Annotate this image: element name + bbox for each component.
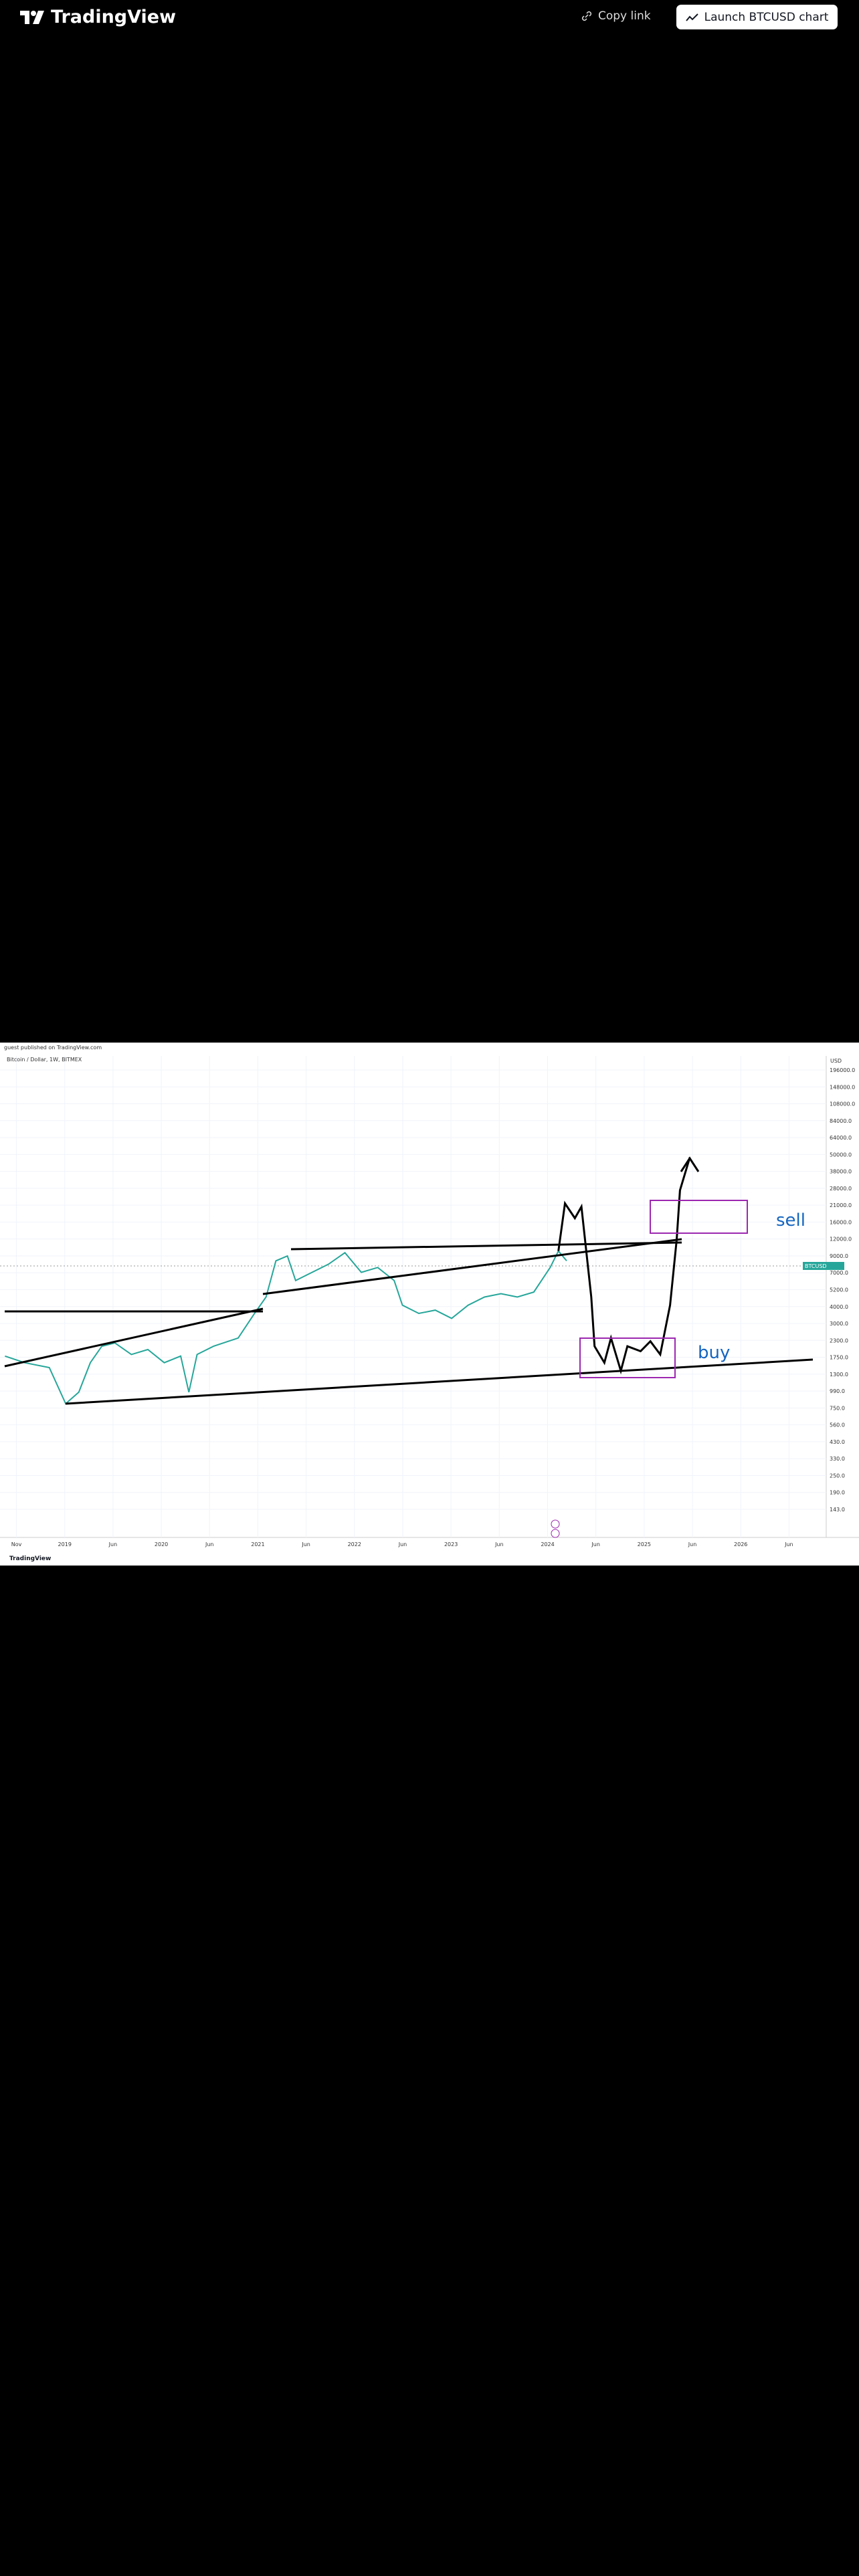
currency: USD xyxy=(830,1058,842,1064)
support-line xyxy=(65,1358,814,1405)
price-label: 990.0 xyxy=(830,1388,845,1394)
time-label: 2024 xyxy=(541,1541,554,1547)
snapshot-bg xyxy=(0,1043,859,1566)
arrow-head xyxy=(680,1156,700,1172)
time-label: Jun xyxy=(398,1541,407,1547)
logo-text: TradingView xyxy=(51,7,177,27)
header: TradingView Copy link Launch BTCUSD char… xyxy=(0,0,859,36)
price-tag-bg xyxy=(803,1262,844,1270)
buy-label: buy xyxy=(698,1343,730,1363)
price-label: 1300.0 xyxy=(830,1372,848,1378)
price-label: 1750.0 xyxy=(830,1355,848,1361)
time-label: Jun xyxy=(494,1541,504,1547)
time-label: Jun xyxy=(108,1541,118,1547)
trend-line xyxy=(4,1307,264,1368)
price-label: 430.0 xyxy=(830,1439,845,1445)
time-label: 2022 xyxy=(348,1541,361,1547)
price-label: 2300.0 xyxy=(830,1337,848,1344)
price-label: 4000.0 xyxy=(830,1304,848,1310)
logo[interactable]: TradingView xyxy=(20,7,176,27)
price-label: 196000.0 xyxy=(830,1067,855,1073)
time-label: Jun xyxy=(205,1541,214,1547)
price-label: 190.0 xyxy=(830,1490,845,1496)
price-label: 12000.0 xyxy=(830,1237,852,1243)
snapshot: Nov 2019 Jun 2020 Jun 2021 Jun 2022 Jun 2023 Jun 20… xyxy=(0,1043,859,1566)
price-label: 7000.0 xyxy=(830,1270,848,1276)
price-label: 64000.0 xyxy=(830,1135,852,1141)
price-label: 560.0 xyxy=(830,1422,845,1428)
price-label: 108000.0 xyxy=(830,1101,855,1107)
link-icon xyxy=(581,11,592,21)
price-tag: BTCUSD xyxy=(805,1263,827,1269)
trend-line xyxy=(262,1238,682,1295)
time-label: 2020 xyxy=(155,1541,168,1547)
time-label: 2021 xyxy=(251,1541,264,1547)
launch-button[interactable]: Launch BTCUSD chart xyxy=(676,5,838,29)
price-label: 5200.0 xyxy=(830,1287,848,1293)
price-label: 143.0 xyxy=(830,1507,845,1513)
time-label: Jun xyxy=(688,1541,697,1547)
price-label: 3000.0 xyxy=(830,1321,848,1327)
symbol: Bitcoin / Dollar, 1W, BITMEX xyxy=(7,1057,82,1063)
time-label: 2023 xyxy=(444,1541,458,1547)
time-label: Jun xyxy=(591,1541,600,1547)
price-label: 16000.0 xyxy=(830,1219,852,1225)
price-label: 9000.0 xyxy=(830,1253,848,1259)
drawings xyxy=(4,1156,814,1405)
chart-icon xyxy=(685,13,698,21)
time-label: Jun xyxy=(784,1541,793,1547)
price-label: 84000.0 xyxy=(830,1118,852,1124)
price-label: 50000.0 xyxy=(830,1152,852,1158)
buy-zone xyxy=(579,1337,676,1378)
price-label: 38000.0 xyxy=(830,1169,852,1175)
time-label: Nov xyxy=(11,1541,22,1547)
sell-zone xyxy=(650,1200,748,1234)
credit: guest published on TradingView.com xyxy=(4,1045,102,1051)
copy-link-text: Copy link xyxy=(598,9,651,23)
sell-label: sell xyxy=(776,1210,805,1230)
price-label: 148000.0 xyxy=(830,1084,855,1090)
event-icon xyxy=(551,1519,560,1529)
footer: TradingView xyxy=(9,1555,51,1562)
price-label: 750.0 xyxy=(830,1405,845,1411)
logo-icon xyxy=(20,10,44,24)
price-label: 250.0 xyxy=(830,1473,845,1479)
copy-link[interactable]: Copy link xyxy=(581,9,651,23)
time-label: 2026 xyxy=(734,1541,747,1547)
time-label: Jun xyxy=(301,1541,310,1547)
time-label: 2019 xyxy=(58,1541,72,1547)
price-label: 28000.0 xyxy=(830,1186,852,1192)
projection-path xyxy=(557,1157,691,1375)
price-label: 21000.0 xyxy=(830,1202,852,1208)
launch-button-text: Launch BTCUSD chart xyxy=(704,10,829,24)
price-trace xyxy=(5,1249,567,1405)
event-icon xyxy=(551,1529,560,1538)
resistance-line xyxy=(290,1241,682,1251)
price-label: 330.0 xyxy=(830,1456,845,1462)
time-label: 2025 xyxy=(638,1541,651,1547)
